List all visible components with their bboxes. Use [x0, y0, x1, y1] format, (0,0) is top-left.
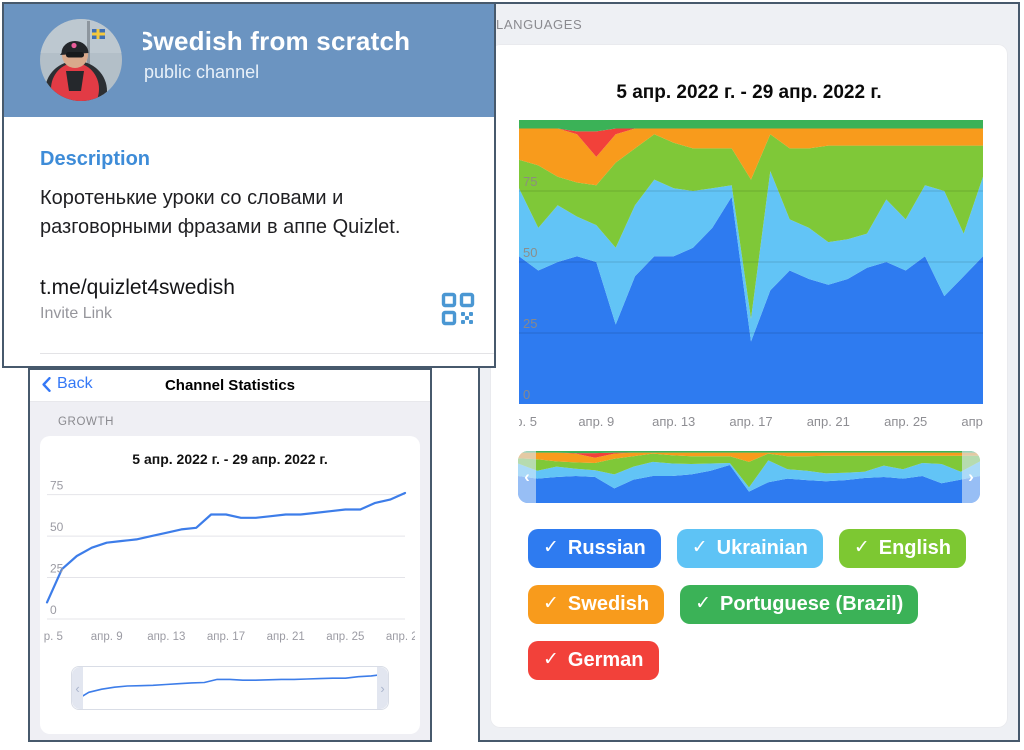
svg-text:апр. 25: апр. 25: [884, 414, 927, 429]
language-chips: ✓ Russian ✓ Ukrainian ✓ English ✓ Swedish ✓ Portu…: [528, 529, 984, 680]
divider: [40, 353, 494, 354]
svg-text:25: 25: [523, 316, 537, 331]
language-chip-english[interactable]: ✓ English: [838, 529, 966, 568]
svg-text:апр. 13: апр. 13: [652, 414, 695, 429]
svg-text:апр. 17: апр. 17: [207, 631, 245, 643]
growth-mini-chart: [72, 667, 388, 709]
languages-chart-title: 5 апр. 2022 г. - 29 апр. 2022 г.: [616, 82, 882, 103]
language-chip-swedish[interactable]: ✓ Swedish: [528, 585, 665, 624]
check-icon: ✓: [543, 593, 559, 614]
scrubber-left-handle[interactable]: ‹: [72, 667, 83, 709]
back-button[interactable]: Back: [42, 375, 93, 393]
svg-text:апр. 5: апр. 5: [519, 414, 537, 429]
svg-text:апр. 21: апр. 21: [267, 631, 305, 643]
scrubber-left-handle[interactable]: ‹: [518, 451, 536, 503]
language-chip-label: German: [567, 649, 644, 671]
channel-statistics-panel: Back Channel Statistics GROWTH 5 апр. 20…: [28, 368, 432, 742]
svg-text:50: 50: [50, 520, 64, 534]
stats-navbar: Back Channel Statistics: [30, 370, 430, 402]
channel-title-wrap: Swedish from scratch: [143, 26, 495, 60]
check-icon: ✓: [543, 537, 559, 558]
chevron-right-icon: ›: [968, 467, 974, 486]
svg-text:апр. 5: апр. 5: [43, 631, 63, 643]
description-text: Коротенькие уроки со словами и разговорн…: [40, 187, 401, 238]
svg-text:апр. 21: апр. 21: [807, 414, 850, 429]
stats-title: Channel Statistics: [164, 377, 296, 394]
back-chevron-icon: [42, 376, 51, 392]
languages-section-label: LANGUAGES: [496, 17, 583, 32]
svg-text:апр. 9: апр. 9: [91, 631, 123, 643]
check-icon: ✓: [543, 649, 559, 670]
invite-link-label: Invite Link: [40, 305, 113, 322]
scrubber-right-handle[interactable]: ›: [962, 451, 980, 503]
language-chip-russian[interactable]: ✓ Russian: [528, 529, 661, 568]
qr-code-button[interactable]: [440, 292, 476, 328]
svg-text:0: 0: [523, 387, 530, 402]
language-chip-german[interactable]: ✓ German: [528, 641, 659, 680]
language-chip-label: English: [878, 537, 951, 559]
invite-link[interactable]: t.me/quizlet4swedish: [40, 276, 235, 299]
channel-title: Swedish from scratch: [143, 26, 411, 56]
check-icon: ✓: [695, 593, 711, 614]
growth-section-label: GROWTH: [58, 416, 114, 428]
svg-text:50: 50: [523, 245, 537, 260]
channel-avatar: [40, 19, 122, 101]
languages-card: 5 апр. 2022 г. - 29 апр. 2022 г. 0 25 50 75…: [490, 44, 1008, 728]
languages-range-scrubber[interactable]: ‹ ›: [518, 451, 980, 503]
languages-mini-chart: [518, 451, 980, 503]
language-chip-portuguese-brazil[interactable]: ✓ Portuguese (Brazil): [680, 585, 919, 624]
language-chip-ukrainian[interactable]: ✓ Ukrainian: [676, 529, 823, 568]
chevron-right-icon: ›: [380, 680, 385, 696]
svg-text:75: 75: [50, 479, 64, 493]
svg-text:апр. 29: апр. 29: [386, 631, 415, 643]
chevron-left-icon: ‹: [75, 680, 80, 696]
check-icon: ✓: [853, 537, 870, 558]
language-chip-label: Swedish: [567, 593, 650, 615]
svg-text:0: 0: [50, 603, 57, 617]
svg-text:25: 25: [50, 562, 64, 576]
avatar-photo: [40, 19, 122, 101]
growth-card: 5 апр. 2022 г. - 29 апр. 2022 г. 0 25 50 75…: [40, 436, 420, 734]
growth-chart-title: 5 апр. 2022 г. - 29 апр. 2022 г.: [132, 451, 328, 467]
languages-panel: LANGUAGES 5 апр. 2022 г. - 29 апр. 2022 …: [478, 2, 1020, 742]
language-chip-label: Portuguese (Brazil): [719, 593, 904, 615]
channel-subtitle: public channel: [144, 62, 260, 82]
svg-text:75: 75: [523, 174, 537, 189]
back-label: Back: [57, 375, 93, 392]
growth-chart: 0 25 50 75 апр. 5 апр. 9 апр. 13 апр. 17 апр. 21…: [40, 469, 420, 652]
channel-header: Swedish from scratch public channel: [4, 4, 494, 117]
languages-stacked-chart: 0 25 50 75 апр. 5 апр. 9 апр. 13 апр. 17 апр. 21…: [501, 120, 1008, 439]
description-label: Description: [40, 148, 151, 170]
svg-text:апр. 29: апр. 29: [961, 414, 983, 429]
svg-text:апр. 25: апр. 25: [326, 631, 364, 643]
scrubber-right-handle[interactable]: ›: [377, 667, 388, 709]
svg-text:апр. 13: апр. 13: [147, 631, 185, 643]
channel-info-card: Swedish from scratch public channel Desc…: [2, 2, 496, 368]
language-chip-label: Russian: [567, 537, 646, 559]
svg-text:апр. 17: апр. 17: [729, 414, 772, 429]
svg-text:апр. 9: апр. 9: [578, 414, 614, 429]
check-icon: ✓: [691, 537, 708, 558]
growth-range-scrubber[interactable]: ‹ ›: [71, 666, 389, 710]
qr-code-icon: [441, 292, 475, 326]
language-chip-label: Ukrainian: [716, 537, 808, 559]
chevron-left-icon: ‹: [524, 467, 530, 486]
